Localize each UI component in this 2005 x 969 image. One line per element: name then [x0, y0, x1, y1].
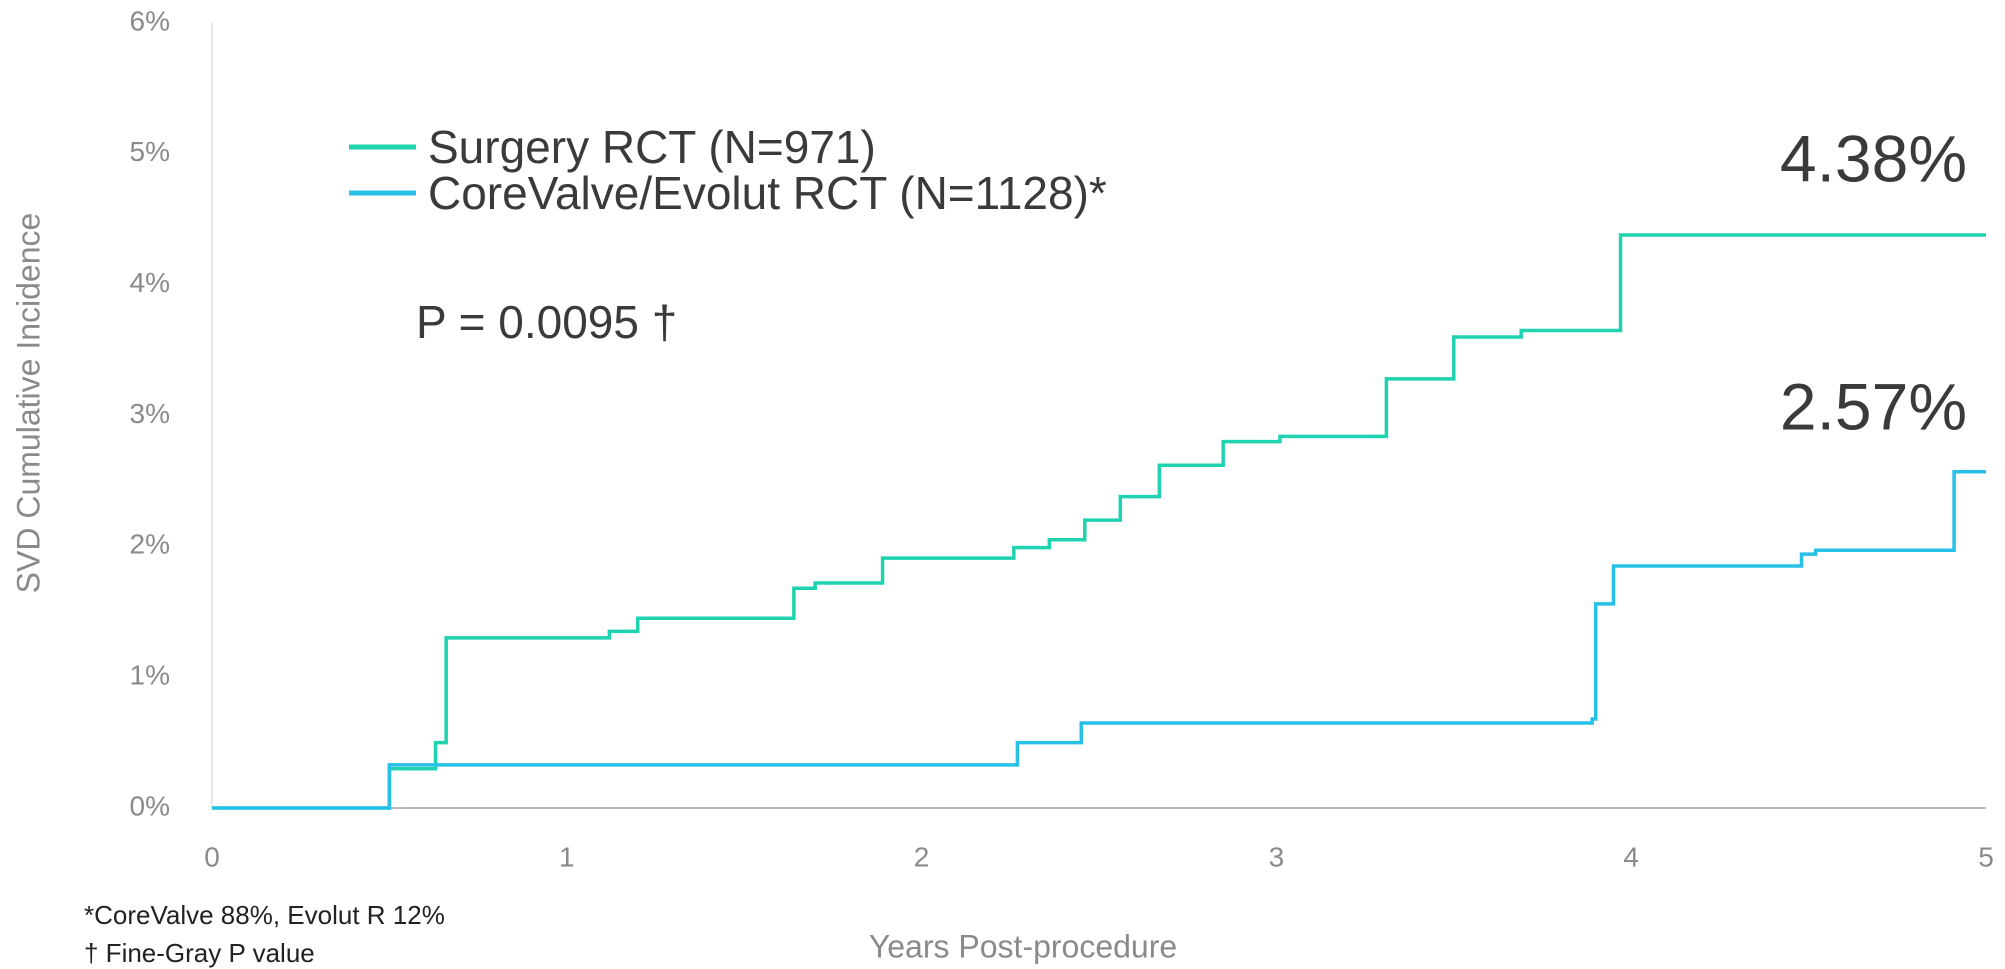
x-axis-label: Years Post-procedure	[869, 928, 1177, 964]
y-tick-label: 6%	[130, 5, 170, 36]
y-tick-label: 0%	[130, 790, 170, 821]
x-tick-label: 0	[204, 841, 220, 872]
end-label: 4.38%	[1780, 121, 1967, 195]
legend-label: CoreValve/Evolut RCT (N=1128)*	[428, 167, 1107, 219]
x-tick-label: 2	[914, 841, 930, 872]
series-line	[212, 470, 1986, 810]
footnote: † Fine-Gray P value	[84, 938, 315, 968]
x-tick-label: 1	[559, 841, 575, 872]
y-tick-label: 4%	[130, 267, 170, 298]
y-tick-label: 1%	[130, 660, 170, 691]
y-tick-label: 2%	[130, 529, 170, 560]
series-line	[212, 233, 1986, 810]
legend-label: Surgery RCT (N=971)	[428, 121, 876, 173]
y-axis-label: SVD Cumulative Incidence	[10, 213, 46, 594]
x-tick-label: 3	[1269, 841, 1285, 872]
y-tick-label: 5%	[130, 136, 170, 167]
x-tick-label: 4	[1623, 841, 1639, 872]
end-label: 2.57%	[1780, 369, 1967, 443]
y-tick-label: 3%	[130, 398, 170, 429]
x-tick-label: 5	[1978, 841, 1994, 872]
footnote: *CoreValve 88%, Evolut R 12%	[84, 900, 445, 930]
p-value: P = 0.0095 †	[416, 296, 677, 348]
